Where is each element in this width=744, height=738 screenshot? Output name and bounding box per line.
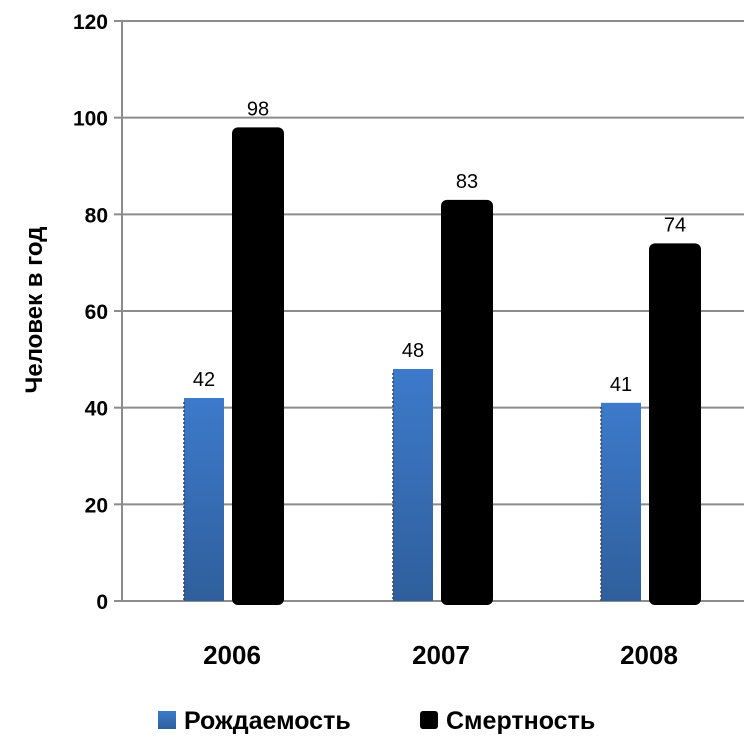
y-axis-label: Человек в год	[21, 227, 48, 394]
bars	[183, 127, 701, 606]
x-category-label: 2007	[412, 640, 470, 670]
bar-Смертность	[441, 199, 493, 606]
legend-label: Рождаемость	[184, 707, 351, 735]
bar-Рождаемость	[184, 398, 224, 601]
data-label: 42	[193, 369, 215, 391]
x-category-label: 2006	[203, 640, 261, 670]
data-label: 41	[610, 374, 632, 396]
y-tick-label: 120	[73, 11, 108, 34]
y-tick-label: 100	[73, 108, 108, 131]
bar-Смертность	[232, 127, 284, 605]
legend: Рождаемость Смертность	[158, 707, 595, 735]
data-label: 74	[664, 214, 686, 236]
data-label: 83	[456, 171, 478, 193]
y-tick-label: 60	[85, 301, 108, 324]
y-tick-label: 0	[96, 591, 108, 614]
bar-Рождаемость	[393, 369, 433, 601]
y-tick-label: 40	[85, 398, 108, 421]
bar-Рождаемость	[601, 402, 641, 601]
legend-label: Смертность	[446, 707, 595, 735]
y-tick-label: 20	[85, 494, 108, 517]
labels: 0 20 40 60 80 100 120 42 98 2006 48 83 2007 41 74 2008	[73, 11, 686, 670]
legend-swatch	[420, 711, 438, 729]
data-label: 98	[247, 98, 269, 120]
legend-swatch	[158, 711, 176, 729]
x-category-label: 2008	[620, 640, 678, 670]
y-tick-label: 80	[85, 204, 108, 227]
data-label: 48	[402, 340, 424, 362]
bar-Смертность	[649, 243, 701, 606]
